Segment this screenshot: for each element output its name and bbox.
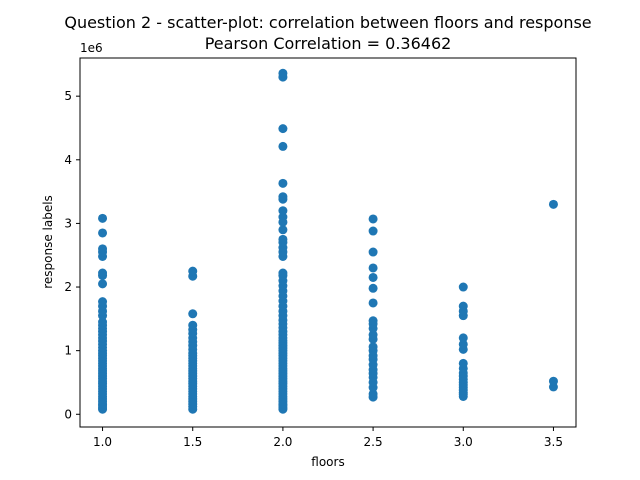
data-point [188,320,198,330]
data-point [188,309,198,319]
data-point [278,212,288,222]
data-point [548,199,558,209]
y-tick-label: 3 [64,216,72,230]
data-point [368,214,378,224]
x-tick-label: 3.5 [544,435,563,449]
data-point [98,297,108,307]
y-tick-label: 5 [64,89,72,103]
data-point [368,263,378,273]
x-tick-label: 2.0 [273,435,292,449]
x-tick-label: 2.5 [364,435,383,449]
data-point [98,279,108,289]
y-tick-label: 0 [64,407,72,421]
data-point [98,268,108,278]
data-point [278,124,288,134]
x-tick-label: 1.5 [183,435,202,449]
data-point [458,339,468,349]
data-point [368,272,378,282]
data-point [98,317,108,327]
y-axis-offset-label: 1e6 [80,41,103,55]
data-point [278,206,288,216]
data-point [368,330,378,340]
data-point [278,268,288,278]
data-point [98,213,108,223]
data-point [368,316,378,326]
chart-title: Question 2 - scatter-plot: correlation b… [64,13,591,32]
data-point [98,228,108,238]
data-point [458,301,468,311]
data-point [368,298,378,308]
chart-subtitle: Pearson Correlation = 0.36462 [205,34,452,53]
y-tick-label: 2 [64,280,72,294]
data-points [98,68,558,414]
data-point [368,247,378,257]
data-point [278,141,288,151]
data-point [458,333,468,343]
y-axis-label: response labels [41,195,55,289]
plot-frame [79,57,577,428]
data-point [278,68,288,78]
y-tick-label: 1 [64,344,72,358]
data-point [368,389,378,399]
y-tick-label: 4 [64,153,72,167]
data-point [368,283,378,293]
x-tick-label: 3.0 [454,435,473,449]
data-point [98,244,108,254]
data-point [368,342,378,352]
data-point [458,282,468,292]
data-point [278,225,288,235]
x-tick-label: 1.0 [93,435,112,449]
x-axis-label: floors [311,455,344,469]
data-point [368,226,378,236]
data-point [188,266,198,276]
data-point [548,376,558,386]
data-point [458,358,468,368]
x-axis-ticks: 1.0 1.5 2.0 2.5 3.0 3.5 [93,427,563,449]
data-point [278,192,288,202]
data-point [278,178,288,188]
y-axis-ticks: 0 1 2 3 4 5 [64,89,80,421]
data-point [278,234,288,244]
